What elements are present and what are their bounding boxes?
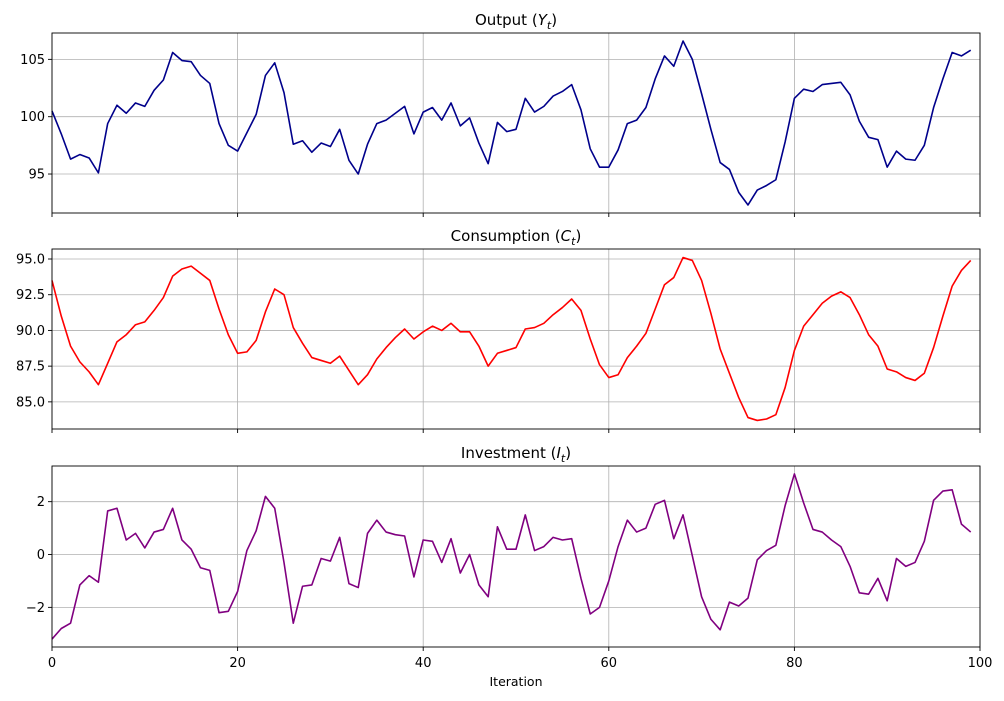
investment-xtick-label: 40 (415, 656, 432, 671)
output-panel: 95 100 105 Output (Yt) (20, 11, 981, 217)
consumption-ytick-label: 90.0 (16, 324, 45, 339)
investment-title: Investment (It) (461, 444, 571, 465)
investment-xtick-label: 20 (229, 656, 246, 671)
investment-points (51, 473, 971, 640)
investment-series-line (51, 473, 972, 640)
investment-ytick-label: 0 (37, 548, 45, 563)
consumption-ytick-label: 85.0 (16, 395, 45, 410)
output-points (51, 41, 971, 205)
consumption-series-line (51, 256, 972, 422)
investment-xtick-label: 80 (786, 656, 803, 671)
consumption-ytick-label: 87.5 (16, 360, 45, 375)
output-series-line (51, 40, 972, 206)
consumption-ytick-label: 95.0 (16, 253, 45, 268)
consumption-panel: 85.0 87.5 90.0 92.5 95.0 Consumption (Ct) (16, 227, 981, 433)
investment-xtick-label: 60 (601, 656, 618, 671)
output-axes-frame (51, 32, 981, 214)
investment-xtick-label: 0 (48, 656, 56, 671)
panels: 95 100 105 Output (Yt) 85.0 87.5 90.0 92.5 95.0 C… (16, 11, 992, 689)
consumption-grid (51, 249, 981, 429)
investment-ytick-label: 2 (37, 495, 45, 510)
output-title: Output (Yt) (475, 11, 557, 32)
consumption-title: Consumption (Ct) (451, 227, 582, 248)
output-grid (51, 33, 981, 213)
output-ytick-label: 105 (20, 53, 45, 68)
investment-xlabel: Iteration (489, 674, 542, 689)
consumption-points (51, 257, 971, 421)
investment-axes-frame (51, 465, 981, 648)
consumption-ytick-label: 92.5 (16, 288, 45, 303)
consumption-axes-frame (51, 248, 981, 430)
investment-xtick-label: 100 (968, 656, 993, 671)
investment-grid (51, 466, 981, 647)
output-ytick-label: 100 (20, 110, 45, 125)
output-ytick-label: 95 (28, 168, 45, 183)
investment-ytick-label: −2 (26, 601, 45, 616)
